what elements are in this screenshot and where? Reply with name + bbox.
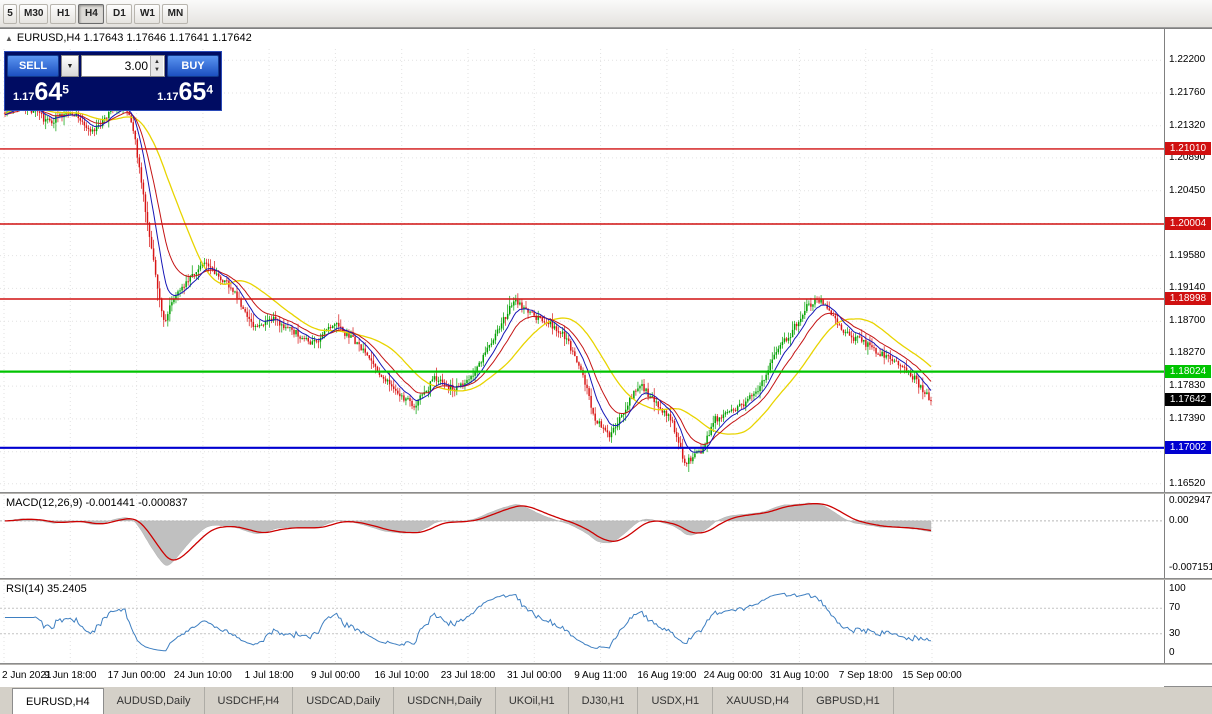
price-axis-label: 1.20450 (1169, 184, 1206, 196)
macd-axis-label: -0.007151 (1169, 562, 1212, 574)
rsi-axis-label: 0 (1169, 647, 1175, 658)
price-level-badge: 1.17002 (1165, 440, 1211, 454)
tab-audusd-daily[interactable]: AUDUSD,Daily (104, 687, 205, 714)
price-chart[interactable] (0, 49, 1164, 492)
macd-axis-label: 0.00 (1169, 514, 1189, 526)
tab-usdcnh-daily[interactable]: USDCNH,Daily (394, 687, 496, 714)
time-axis-label: 23 Jul 18:00 (440, 670, 496, 681)
time-axis-label: 1 Jul 18:00 (244, 670, 294, 681)
tab-eurusd-h4[interactable]: EURUSD,H4 (12, 688, 104, 714)
tab-usdcad-daily[interactable]: USDCAD,Daily (293, 687, 395, 714)
tab-usdchf-h4[interactable]: USDCHF,H4 (205, 687, 294, 714)
price-level-badge: 1.21010 (1165, 141, 1211, 155)
macd-label: MACD(12,26,9) -0.001441 -0.000837 (6, 497, 188, 509)
macd-panel-divider[interactable] (0, 492, 1212, 494)
sell-price-quote[interactable]: 1.17645 (13, 80, 69, 105)
timeframe-button-h4[interactable]: H4 (78, 3, 105, 24)
volume-spinner[interactable]: ▲ ▼ (150, 56, 163, 76)
rsi-label: RSI(14) 35.2405 (6, 583, 87, 595)
timeframe-button-mn[interactable]: MN (162, 3, 189, 24)
price-axis-label: 1.17830 (1169, 380, 1206, 392)
price-axis-label: 1.18700 (1169, 315, 1206, 327)
time-axis-label: 9 Jun 18:00 (44, 670, 97, 681)
price-axis-label: 1.17390 (1169, 412, 1206, 424)
price-axis-label: 1.21320 (1169, 119, 1206, 131)
macd-indicator-chart[interactable] (0, 495, 1164, 578)
time-axis-label: 9 Aug 11:00 (574, 670, 627, 681)
sell-price-point: 5 (62, 82, 69, 97)
price-level-badge: 1.18998 (1165, 291, 1211, 305)
time-axis-label: 15 Sep 00:00 (902, 670, 962, 681)
buy-price-prefix: 1.17 (157, 91, 179, 103)
spinner-down-icon[interactable]: ▼ (154, 67, 160, 73)
price-axis: 1.22200 1.21760 1.21320 1.20890 1.20450 1.200… (1164, 29, 1212, 665)
rsi-panel-divider[interactable] (0, 578, 1212, 580)
chart-window: ▲ EURUSD,H4 1.17643 1.17646 1.17641 1.176… (0, 28, 1212, 687)
buy-price-point: 4 (206, 82, 213, 97)
price-axis-label: 1.18270 (1169, 347, 1206, 359)
tab-dj30-h1[interactable]: DJ30,H1 (569, 687, 639, 714)
rsi-indicator-chart[interactable] (0, 581, 1164, 663)
volume-field[interactable]: 3.00 ▲ ▼ (81, 55, 165, 77)
price-axis-label: 1.21760 (1169, 87, 1206, 98)
volume-value: 3.00 (124, 59, 148, 73)
tab-ukoil-h1[interactable]: UKOil,H1 (496, 687, 569, 714)
time-axis-label: 24 Jun 10:00 (173, 670, 232, 681)
spinner-up-icon[interactable]: ▲ (154, 59, 160, 65)
time-axis-label: 17 Jun 00:00 (107, 670, 166, 681)
current-price-badge: 1.17642 (1165, 393, 1211, 407)
time-axis-label: 16 Jul 10:00 (374, 670, 429, 681)
chart-tabs-bar: EURUSD,H4 AUDUSD,Daily USDCHF,H4 USDCAD,Dai… (0, 686, 1212, 714)
collapse-arrow-icon[interactable]: ▲ (5, 34, 13, 43)
price-axis-label: 1.19140 (1169, 282, 1206, 294)
rsi-axis-label: 70 (1169, 602, 1181, 614)
sell-price-pips: 64 (34, 78, 63, 106)
time-axis-label: 9 Jul 00:00 (310, 670, 360, 681)
rsi-axis-label: 30 (1169, 627, 1181, 639)
macd-axis-label: 0.002947 (1169, 495, 1211, 507)
sell-button[interactable]: SELL (7, 55, 59, 77)
price-axis-label: 1.20890 (1169, 151, 1206, 163)
tab-xauusd-h4[interactable]: XAUUSD,H4 (713, 687, 804, 714)
time-axis-label: 16 Aug 19:00 (637, 670, 697, 681)
sell-price-prefix: 1.17 (13, 91, 35, 103)
timeframe-toolbar: 5 M30 H1 H4 D1 W1 MN (0, 0, 1212, 28)
price-axis-label: 1.19580 (1169, 249, 1206, 261)
timeframe-button-d1[interactable]: D1 (106, 3, 133, 24)
price-level-badge: 1.20004 (1165, 216, 1211, 230)
volume-dropdown-button[interactable]: ▼ (61, 55, 79, 77)
one-click-trading-panel: SELL ▼ 3.00 ▲ ▼ BUY 1.17645 1.17654 (4, 51, 222, 111)
tab-usdx-h1[interactable]: USDX,H1 (638, 687, 714, 714)
price-axis-label: 1.16520 (1169, 477, 1206, 489)
symbol-ohlc-text: EURUSD,H4 1.17643 1.17646 1.17641 1.1764… (16, 32, 252, 44)
price-axis-label: 1.22200 (1169, 54, 1206, 66)
time-axis-label: 31 Jul 00:00 (507, 670, 562, 681)
rsi-axis-label: 100 (1169, 583, 1186, 594)
time-axis-label: 7 Sep 18:00 (838, 670, 893, 681)
buy-button[interactable]: BUY (167, 55, 219, 77)
chart-header: ▲ EURUSD,H4 1.17643 1.17646 1.17641 1.176… (5, 32, 252, 44)
timeframe-button-m30[interactable]: M30 (19, 3, 49, 24)
buy-price-pips: 65 (178, 78, 207, 106)
timeframe-button-h1[interactable]: H1 (50, 3, 77, 24)
buy-price-quote[interactable]: 1.17654 (157, 80, 213, 105)
time-axis-label: 24 Aug 00:00 (703, 670, 763, 681)
chevron-down-icon: ▼ (66, 62, 74, 70)
price-level-badge: 1.18024 (1165, 364, 1211, 378)
time-axis-label: 31 Aug 10:00 (769, 670, 829, 681)
time-axis: 2 Jun 2021 9 Jun 18:00 17 Jun 00:00 24 Jun … (0, 665, 1164, 687)
tab-gbpusd-h1[interactable]: GBPUSD,H1 (803, 687, 894, 714)
timeframe-button-w1[interactable]: W1 (134, 3, 161, 24)
time-axis-divider (0, 663, 1212, 665)
time-axis-label: 2 Jun 2021 (2, 670, 52, 681)
timeframe-button-5[interactable]: 5 (3, 3, 17, 24)
